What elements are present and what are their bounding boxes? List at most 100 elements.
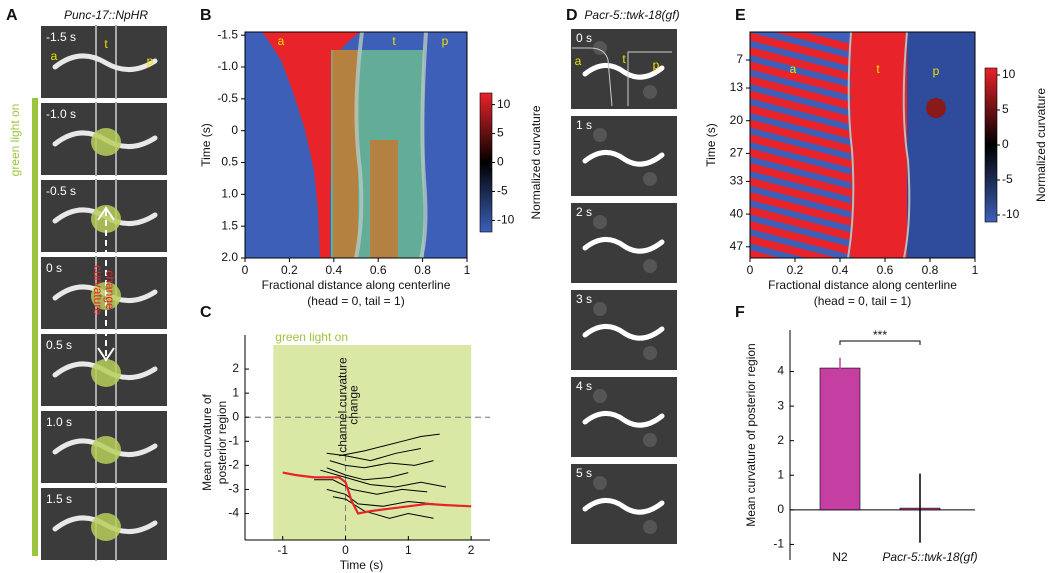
region-label: a [51,49,58,63]
frame-label: 5 s [576,466,592,480]
y-tick-label: 47 [730,239,744,253]
y-tick-label: -2 [228,458,239,472]
y-tick-label: 0 [777,502,784,516]
y-tick-label: 1 [232,385,239,399]
x-tick-label: 0.6 [877,263,894,277]
plot-frame [749,31,976,259]
channel-boundary [419,31,428,259]
heatmap-stripe [750,32,851,67]
x-axis-label: Fractional distance along centerline [768,278,957,292]
heatmap-stripe [750,76,851,110]
y-tick-label: -1 [773,537,784,551]
colorbar-tick-label: 5 [497,126,504,140]
region-label: p [933,64,940,78]
x-tick-label: 0 [342,543,349,557]
annotation: channel curvature [336,357,350,453]
frame-label: 1 s [576,118,592,132]
region-label: a [575,54,582,68]
y-tick-label: 13 [730,80,744,94]
y-tick-label: 4 [777,364,784,378]
worm [52,53,158,72]
frame-label: 0.5 s [46,338,72,352]
heatmap-region [907,32,975,258]
line-series [326,467,409,481]
frame-label: -0.5 s [46,184,76,198]
x-tick-label: 0.2 [787,263,804,277]
frame-label: -1.5 s [46,30,76,44]
region-boundary [902,31,911,259]
y-tick-label: 20 [730,113,744,127]
background-dot [593,302,607,316]
annotation: change [347,385,361,425]
panel-title: Punc-17::NpHR [64,8,148,22]
y-tick-label: 0 [231,123,238,137]
worm [582,324,665,341]
heatmap-stripe [750,47,851,81]
x-tick-label: Pacr-5::twk-18(gf) [882,550,977,564]
heatmap-stripe [750,90,851,125]
worm [582,498,665,515]
line-series [332,496,434,519]
heatmap-region [370,140,398,258]
line-series [326,448,421,462]
region-label: t [104,37,108,51]
region-label: p [653,58,660,72]
heatmap-stripe [750,206,851,241]
arrow-label: curvature [91,265,105,315]
colorbar-tick-label: 10 [1002,67,1016,81]
background-dot [593,476,607,490]
x-tick-label: 0.4 [832,263,849,277]
worm [582,150,665,167]
line-series [282,471,472,515]
light-spot [91,359,121,387]
frame-label: 0 s [46,261,62,275]
frame-label: -1.0 s [46,107,76,121]
y-tick-label: 2 [777,433,784,447]
worm [582,411,665,428]
background-dot [643,433,657,447]
frame-label: 3 s [576,292,592,306]
colorbar-tick-label: 0 [497,155,504,169]
colorbar-tick-label: -10 [497,213,515,227]
y-tick-label: 1.0 [221,187,238,201]
x-tick-label: 0 [747,263,754,277]
x-axis-label: Time (s) [340,558,384,572]
colorbar [479,92,493,233]
background-dot [593,215,607,229]
x-tick-label: 0 [242,263,249,277]
panel-title: Pacr-5::twk-18(gf) [584,8,679,22]
frame-label: 0 s [576,31,592,45]
panel-label: F [735,304,745,321]
y-axis-label: Time (s) [199,123,213,167]
region-label: a [790,62,797,76]
x-axis-label: Fractional distance along centerline [262,278,451,292]
heatmap-stripe [750,192,851,226]
region-boundary [847,31,855,259]
heatmap-stripe [750,250,782,258]
region-label: t [876,62,880,76]
x-tick-label: 1 [972,263,979,277]
y-tick-label: -3 [228,482,239,496]
frame-label: 4 s [576,379,592,393]
colorbar-tick-label: -5 [1002,172,1013,186]
region-label: t [392,34,396,48]
heatmap-region [333,50,358,258]
background-dot [593,389,607,403]
x-tick-label: 0.4 [325,263,342,277]
region-label: p [147,54,154,68]
y-tick-label: 1.5 [221,218,238,232]
heatmap-stripe [750,163,851,197]
heatmap-blob [926,98,946,118]
plot-frame [244,31,468,259]
y-axis-label: Time (s) [704,123,718,167]
background-dot [643,520,657,534]
background-dot [593,128,607,142]
background-dot [643,172,657,186]
line-series [339,433,440,457]
region-label: p [442,34,449,48]
panel-label: D [566,7,578,24]
heatmap-stripe [750,221,851,255]
frame-label: 2 s [576,205,592,219]
y-tick-label: -1.5 [217,27,238,41]
